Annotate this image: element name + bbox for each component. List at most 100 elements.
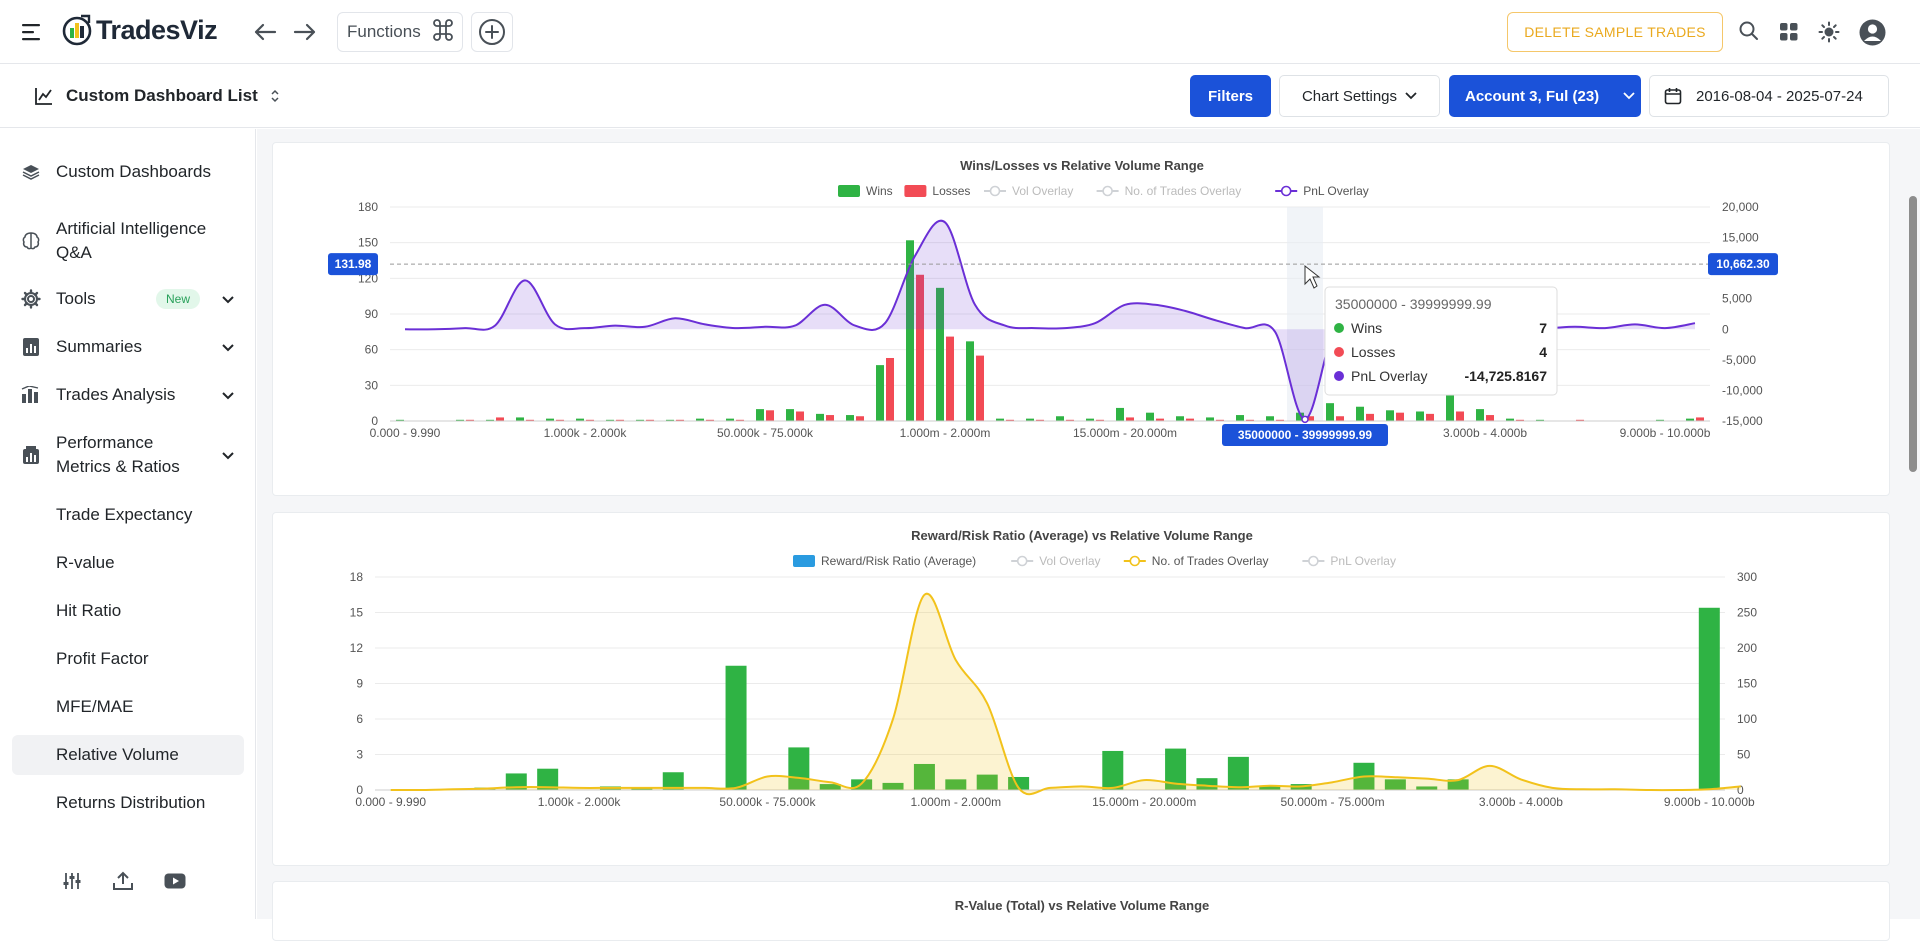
crosshair-y-label-box — [328, 253, 378, 276]
win-bar — [1266, 416, 1274, 421]
apps-grid-icon[interactable] — [1778, 21, 1800, 43]
sort-chevron-icon — [271, 89, 279, 103]
y2-tick-label: -10,000 — [1722, 383, 1763, 397]
loss-bar — [1396, 412, 1404, 421]
sidebar-subitem-r-value[interactable]: R-value — [56, 553, 115, 572]
y-tick-label: 0 — [356, 783, 363, 797]
reward-risk-bar — [976, 774, 998, 790]
tooltip-value: -14,725.8167 — [1464, 368, 1547, 384]
back-arrow-icon[interactable] — [252, 20, 278, 44]
win-bar — [786, 409, 794, 421]
y-tick-label: 150 — [358, 236, 378, 250]
win-bar — [1146, 412, 1154, 421]
win-bar — [966, 341, 974, 421]
legend-label: Reward/Risk Ratio (Average) — [821, 554, 976, 568]
sidebar-item-trades-analysis[interactable]: Trades Analysis — [12, 383, 244, 407]
y-tick-label: 30 — [365, 378, 379, 392]
custom-dashboard-list-dropdown[interactable]: Custom Dashboard List — [34, 86, 280, 106]
sidebar-item-custom-dashboards[interactable]: Custom Dashboards — [12, 160, 244, 184]
legend-swatch — [904, 185, 927, 197]
legend-item: PnL Overlay — [1275, 184, 1369, 198]
tooltip-marker — [1334, 323, 1344, 333]
legend-item: Reward/Risk Ratio (Average) — [793, 554, 976, 568]
loss-bar — [1036, 419, 1044, 421]
date-range-picker[interactable]: 2016-08-04 - 2025-07-24 — [1649, 75, 1889, 117]
add-button[interactable] — [471, 12, 513, 52]
delete-sample-trades-button[interactable]: DELETE SAMPLE TRADES — [1507, 12, 1723, 52]
chevron-down-icon — [222, 289, 234, 309]
crosshair-x-label-box — [1222, 424, 1388, 446]
date-range-label: 2016-08-04 - 2025-07-24 — [1696, 87, 1863, 105]
sidebar-subitem-profit-factor[interactable]: Profit Factor — [56, 649, 149, 668]
y2-tick-label: -5,000 — [1722, 353, 1756, 367]
x-tick-label: 50.000m - 75.000m — [1281, 795, 1385, 809]
main-content: Wins/Losses vs Relative Volume Range Wins… — [257, 129, 1920, 941]
user-avatar-icon[interactable] — [1858, 18, 1886, 46]
chevron-down-icon — [222, 337, 234, 357]
loss-bar — [646, 419, 654, 421]
youtube-icon[interactable] — [164, 873, 186, 894]
y2-tick-label: 250 — [1737, 606, 1757, 620]
y2-tick-label: 200 — [1737, 641, 1757, 655]
sidebar-subitem-relative-volume[interactable]: Relative Volume — [12, 735, 244, 775]
sidebar-item-tools[interactable]: Tools New — [12, 287, 244, 311]
legend-label: PnL Overlay — [1330, 554, 1396, 568]
y2-tick-label: -15,000 — [1722, 414, 1763, 428]
sidebar-subitem-trade-expectancy[interactable]: Trade Expectancy — [56, 505, 193, 524]
sliders-icon[interactable] — [62, 872, 82, 895]
x-tick-label: 0.000 - 9.990 — [370, 426, 441, 440]
loss-bar — [1216, 419, 1224, 421]
sidebar-item-performance-metrics[interactable]: Performance Metrics & Ratios — [12, 431, 244, 479]
legend-item: Wins — [838, 184, 893, 198]
functions-button[interactable]: Functions — [337, 12, 463, 52]
upload-icon[interactable] — [112, 871, 134, 896]
functions-label: Functions — [347, 22, 421, 41]
win-bar — [1086, 418, 1094, 421]
account-selector[interactable]: Account 3, Ful (23) — [1449, 75, 1641, 117]
win-bar — [1506, 418, 1514, 421]
tooltip-value: 7 — [1539, 320, 1547, 336]
loss-bar — [1306, 416, 1314, 421]
loss-bar — [1336, 416, 1344, 421]
win-bar — [1206, 417, 1214, 421]
reward-risk-bar — [662, 772, 684, 790]
theme-sun-icon[interactable] — [1817, 20, 1841, 44]
x-tick-label: 1.000m - 2.000m — [900, 426, 991, 440]
y2-tick-label: 15,000 — [1722, 231, 1759, 245]
app-logo[interactable]: TradesViz — [62, 14, 218, 46]
legend-label: No. of Trades Overlay — [1152, 554, 1269, 568]
sidebar-item-summaries[interactable]: Summaries — [12, 335, 244, 359]
reward-risk-bar — [505, 773, 527, 790]
legend-label: Vol Overlay — [1012, 184, 1073, 198]
scrollbar-thumb[interactable] — [1909, 196, 1917, 472]
search-icon[interactable] — [1738, 20, 1760, 42]
forward-arrow-icon[interactable] — [292, 20, 318, 44]
win-bar — [1446, 390, 1454, 421]
legend-marker — [1016, 555, 1028, 567]
chart-bar-icon — [20, 384, 42, 406]
y-tick-label: 60 — [365, 343, 379, 357]
sidebar-item-label: Summaries — [56, 337, 142, 356]
win-bar — [936, 287, 944, 421]
sidebar-item-label: Tools — [56, 289, 96, 308]
filters-button[interactable]: Filters — [1190, 75, 1271, 117]
loss-bar — [1096, 419, 1104, 421]
x-tick-label: 9.000b - 10.000b — [1664, 795, 1755, 809]
plus-circle-icon — [479, 19, 505, 45]
win-bar — [1176, 416, 1184, 421]
win-bar — [1686, 418, 1694, 421]
loss-bar — [1516, 419, 1524, 421]
sidebar-item-ai-qa[interactable]: Artificial Intelligence Q&A — [12, 217, 244, 265]
sidebar-subitem-mfe-mae[interactable]: MFE/MAE — [56, 697, 134, 716]
reward-risk-chart[interactable]: Reward/Risk Ratio (Average) vs Relative … — [273, 513, 1891, 867]
chart-settings-button[interactable]: Chart Settings — [1279, 75, 1440, 117]
x-tick-label: 1.000k - 2.000k — [544, 426, 628, 440]
sidebar-subitem-returns-distribution[interactable]: Returns Distribution — [56, 793, 206, 812]
loss-bar — [796, 411, 804, 421]
sidebar-subitem-hit-ratio[interactable]: Hit Ratio — [56, 601, 122, 620]
loss-bar — [856, 416, 864, 421]
brain-icon — [20, 230, 42, 252]
loss-bar — [1426, 413, 1434, 421]
menu-icon[interactable] — [20, 20, 44, 44]
wins-losses-chart[interactable]: Wins/Losses vs Relative Volume Range Wins… — [273, 143, 1891, 497]
